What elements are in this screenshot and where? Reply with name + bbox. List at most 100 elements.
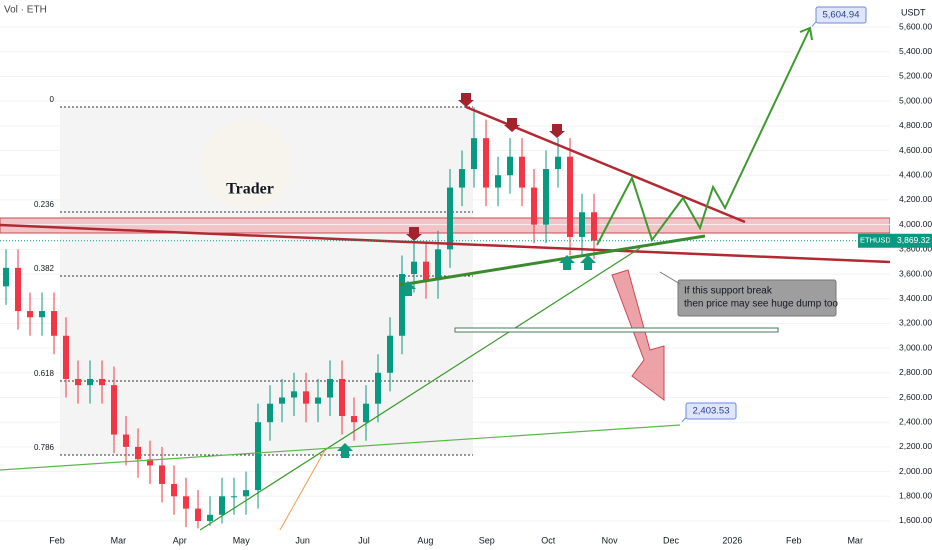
candle-body [123,434,129,447]
logo-text: Trader [226,181,274,198]
y-tick-label: 2,600.00 [899,392,932,402]
axes: 1,600.00 1,800.00 2,000.00 2,200.00 2,400.00… [0,6,932,545]
y-tick-label: 3,000.00 [899,342,932,352]
candle-body [99,378,105,386]
candle-body [579,212,585,237]
candle-body [183,496,189,509]
symbol-label: ETHUSDT [860,236,896,245]
x-tick-label: Jul [358,535,370,545]
candle-body [555,156,561,170]
candle-body [423,261,429,281]
target-label: 2,403.53 [693,406,730,417]
y-axis-label: USDT [901,7,926,17]
y-tick-label: 5,400.00 [899,46,932,56]
candle-body [363,403,369,423]
candle-body [255,422,261,491]
target-label: 5,604.94 [823,10,860,21]
candle-body [411,261,417,275]
candle-body [327,378,333,398]
annotation-pointer [659,271,681,285]
candle-body [519,156,525,188]
y-tick-label: 2,200.00 [899,441,932,451]
candle-body [471,138,477,170]
y-tick-label: 3,800.00 [899,244,932,254]
target-box [685,402,737,420]
fib-label: 0.618 [34,369,55,378]
y-tick-label: 2,400.00 [899,416,932,426]
candle-body [351,416,357,423]
x-tick-label: Mar [847,535,863,545]
y-tick-label: 2,000.00 [899,466,932,476]
y-tick-label: 1,600.00 [899,515,932,525]
down-arrow [611,269,665,401]
candle-body [447,187,453,250]
y-tick-label: 5,600.00 [899,21,932,31]
fib-label: 0.786 [34,443,55,452]
y-tick-label: 3,200.00 [899,318,932,328]
x-tick-label: Jun [295,535,310,545]
candle-body [435,249,441,281]
trendline [279,449,326,531]
candle-body [63,335,69,379]
candle-body [3,267,9,287]
x-tick-label: Dec [663,535,680,545]
drawings [0,26,891,531]
fib: 0 0.236 0.382 0.618 0.786 [34,95,473,456]
candle-body [387,335,393,373]
candle-body [159,465,165,484]
x-tick-label: Sep [479,535,495,545]
candle-body [483,138,489,188]
y-tick-label: 3,400.00 [899,293,932,303]
buy-markers [337,255,596,458]
candle-body [219,496,225,515]
candle-body [291,391,297,398]
fib-label: 0.236 [34,200,55,209]
y-tick-label: 5,200.00 [899,71,932,81]
symbol-tag [858,233,890,248]
y-tick-label: 3,600.00 [899,268,932,278]
x-tick-label: Nov [602,535,619,545]
x-tick-label: May [233,535,251,545]
annotation: If this support break [684,286,773,297]
y-tick-label: 4,000.00 [899,219,932,229]
target-box [815,6,867,24]
candle-body [543,169,549,225]
axis-bg [890,0,932,550]
candle-body [15,267,21,312]
y-tick-label: 2,800.00 [899,367,932,377]
y-tick-label: 1,800.00 [899,491,932,501]
grid [0,26,890,522]
candle-body [315,397,321,404]
x-tick-label: Mar [111,535,127,545]
x-tick-label: Aug [417,535,433,545]
y-tick-label: 4,800.00 [899,120,932,130]
projection [596,27,811,246]
last-price-label: 3,869.32 [897,235,930,245]
chart-title: Vol · ETH [4,5,47,16]
fib-label: 0.382 [34,264,55,273]
sell-markers [406,93,565,241]
range-box [454,327,779,333]
candle-body [531,187,537,225]
candle-body [231,496,237,498]
x-tick-label: Apr [173,535,187,545]
x-tick-label: Oct [541,535,556,545]
candle-body [27,311,33,318]
y-tick-label: 5,000.00 [899,95,932,105]
x-tick-label: Feb [49,535,65,545]
candle-body [147,459,153,466]
y-tick-label: 4,200.00 [899,194,932,204]
candle-body [567,156,573,237]
logo: Trader [202,120,292,210]
x-tick-label: 2026 [722,535,742,545]
logo-badge [202,120,292,210]
candle-body [75,378,81,386]
candle-body [303,391,309,404]
candle-body [267,403,273,423]
last-price-tag [890,233,932,248]
y-tick-label: 4,600.00 [899,145,932,155]
candle-body [339,378,345,417]
candle-body [399,274,405,336]
candle-body [39,311,45,318]
